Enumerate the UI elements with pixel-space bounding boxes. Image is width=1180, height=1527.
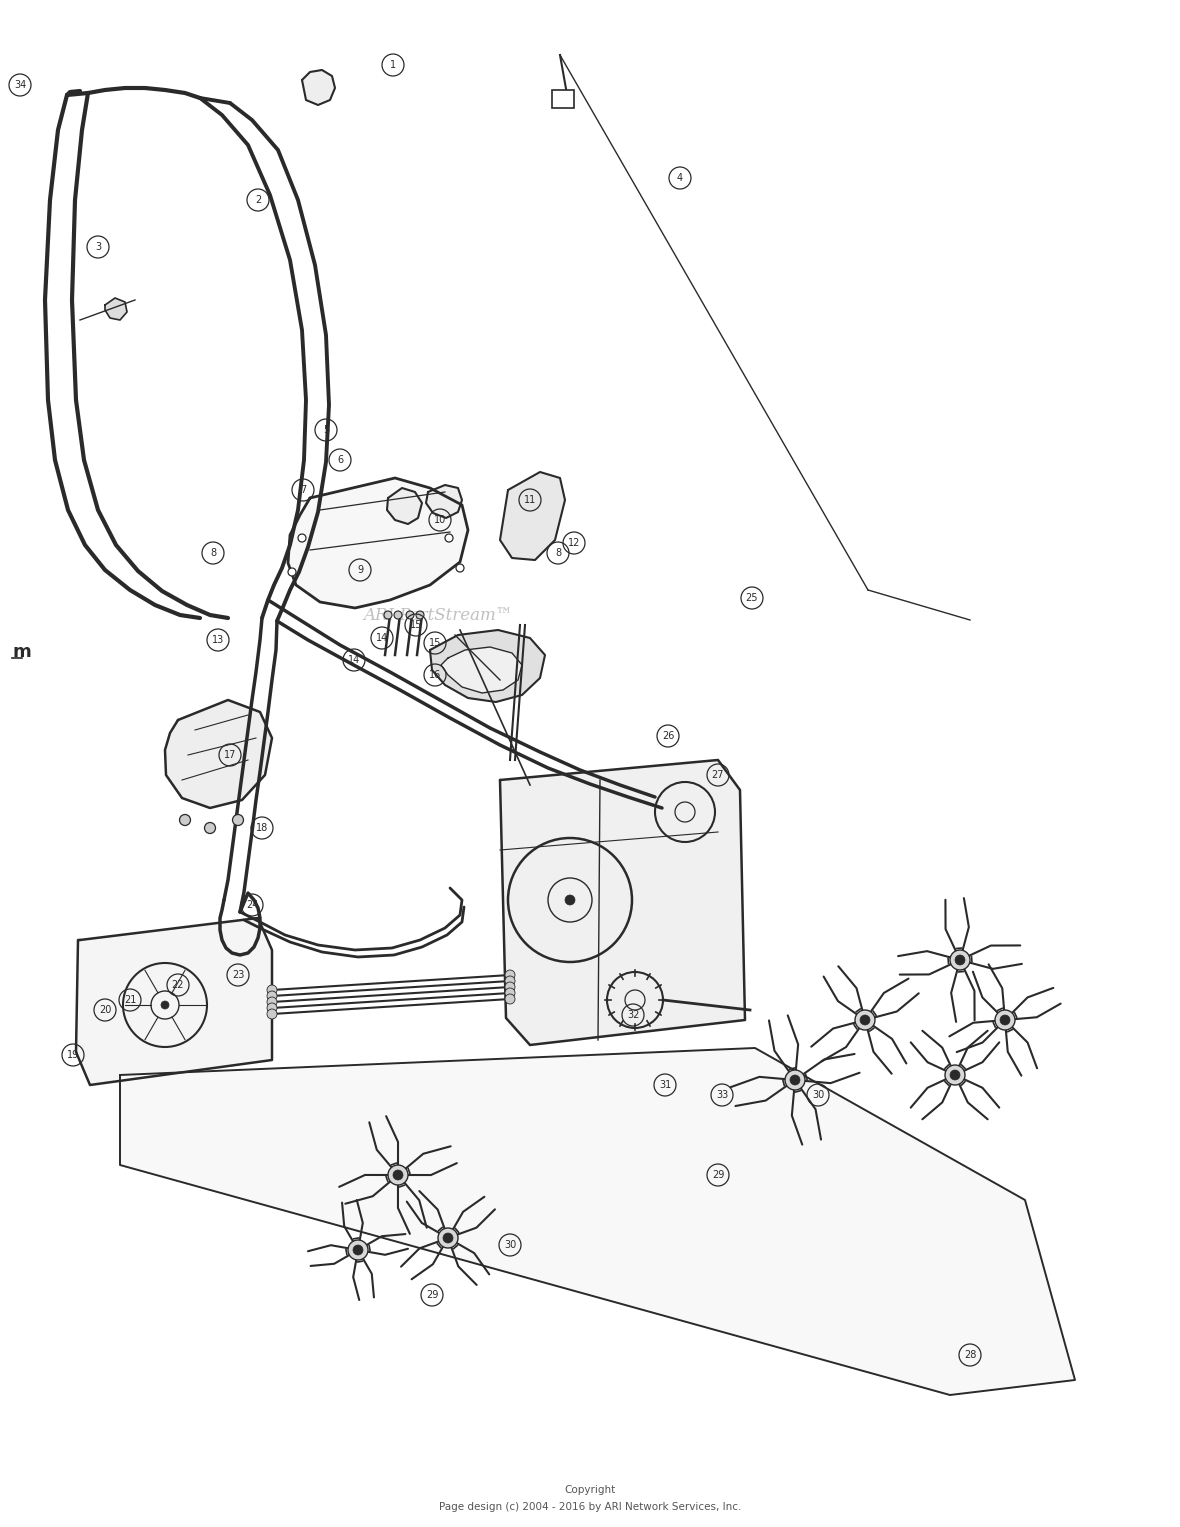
Polygon shape [76,918,273,1086]
Polygon shape [500,472,565,560]
Polygon shape [387,489,422,524]
Text: 7: 7 [300,486,306,495]
Polygon shape [500,760,745,1044]
Circle shape [438,1228,458,1248]
Circle shape [388,1165,408,1185]
Circle shape [505,970,514,980]
Circle shape [860,1015,870,1025]
Circle shape [384,611,392,618]
Text: 4: 4 [677,173,683,183]
Circle shape [950,1070,961,1080]
Text: 17: 17 [224,750,236,760]
Text: 2: 2 [255,195,261,205]
Circle shape [267,1003,277,1012]
Circle shape [856,1009,876,1031]
Polygon shape [288,478,468,608]
Circle shape [299,534,306,542]
Circle shape [445,534,453,542]
Text: 33: 33 [716,1090,728,1099]
Text: 13: 13 [212,635,224,644]
Circle shape [442,1232,453,1243]
Circle shape [232,814,243,826]
Polygon shape [165,699,273,808]
Text: 8: 8 [555,548,560,557]
Text: 23: 23 [231,970,244,980]
Circle shape [267,1009,277,1019]
Text: 14: 14 [376,634,388,643]
Text: 32: 32 [627,1009,640,1020]
Text: 15: 15 [428,638,441,647]
Text: 16: 16 [428,670,441,680]
Text: 28: 28 [964,1350,976,1361]
Circle shape [955,954,965,965]
Circle shape [160,1002,169,1009]
Circle shape [999,1015,1010,1025]
FancyBboxPatch shape [552,90,573,108]
Circle shape [394,611,402,618]
Text: 34: 34 [14,79,26,90]
Circle shape [785,1070,805,1090]
Polygon shape [120,1048,1075,1396]
Circle shape [348,1240,368,1260]
Text: 24: 24 [245,899,258,910]
Text: 20: 20 [99,1005,111,1015]
Polygon shape [441,647,522,693]
Text: 27: 27 [712,770,725,780]
Circle shape [565,895,575,906]
Text: 18: 18 [256,823,268,834]
Circle shape [267,985,277,996]
Text: 31: 31 [658,1080,671,1090]
Circle shape [455,563,464,573]
Circle shape [995,1009,1015,1031]
Circle shape [945,1064,965,1086]
Circle shape [267,997,277,1006]
Text: 22: 22 [172,980,184,989]
Circle shape [950,950,970,970]
Text: 10: 10 [434,515,446,525]
Polygon shape [430,631,545,702]
Text: 15: 15 [409,620,422,631]
Polygon shape [302,70,335,105]
Circle shape [204,823,216,834]
Circle shape [179,814,190,826]
Polygon shape [426,486,463,518]
Text: 25: 25 [746,592,759,603]
Text: 6: 6 [337,455,343,466]
Text: 30: 30 [504,1240,516,1251]
Circle shape [353,1245,363,1255]
Text: 5: 5 [323,425,329,435]
Text: m: m [12,643,31,661]
Text: ARI PartStream™: ARI PartStream™ [363,606,512,623]
Text: 14: 14 [348,655,360,664]
Text: 11: 11 [524,495,536,505]
Polygon shape [105,298,127,321]
Text: Copyright: Copyright [564,1484,616,1495]
Circle shape [267,991,277,1002]
Text: 29: 29 [426,1290,438,1299]
Circle shape [505,976,514,986]
Circle shape [505,982,514,993]
Text: 21: 21 [124,996,136,1005]
Text: 3: 3 [94,241,101,252]
Text: Page design (c) 2004 - 2016 by ARI Network Services, Inc.: Page design (c) 2004 - 2016 by ARI Netwo… [439,1503,741,1512]
Circle shape [505,994,514,1003]
Circle shape [288,568,296,576]
Text: 1: 1 [389,60,396,70]
Circle shape [417,611,424,618]
Text: 8: 8 [210,548,216,557]
Text: 30: 30 [812,1090,824,1099]
Text: 12: 12 [568,538,581,548]
Text: 29: 29 [712,1170,725,1180]
Text: 26: 26 [662,731,674,741]
Text: 9: 9 [356,565,363,576]
Circle shape [406,611,414,618]
Circle shape [393,1170,404,1180]
Circle shape [505,988,514,999]
Circle shape [789,1075,800,1086]
Text: 19: 19 [67,1051,79,1060]
